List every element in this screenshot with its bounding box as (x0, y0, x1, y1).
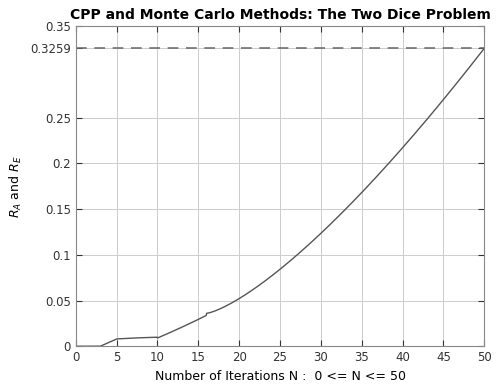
Y-axis label: $R_A$ and $R_E$: $R_A$ and $R_E$ (8, 155, 24, 218)
Title: CPP and Monte Carlo Methods: The Two Dice Problem: CPP and Monte Carlo Methods: The Two Dic… (70, 8, 490, 22)
X-axis label: Number of Iterations N :  0 <= N <= 50: Number of Iterations N : 0 <= N <= 50 (154, 369, 406, 383)
